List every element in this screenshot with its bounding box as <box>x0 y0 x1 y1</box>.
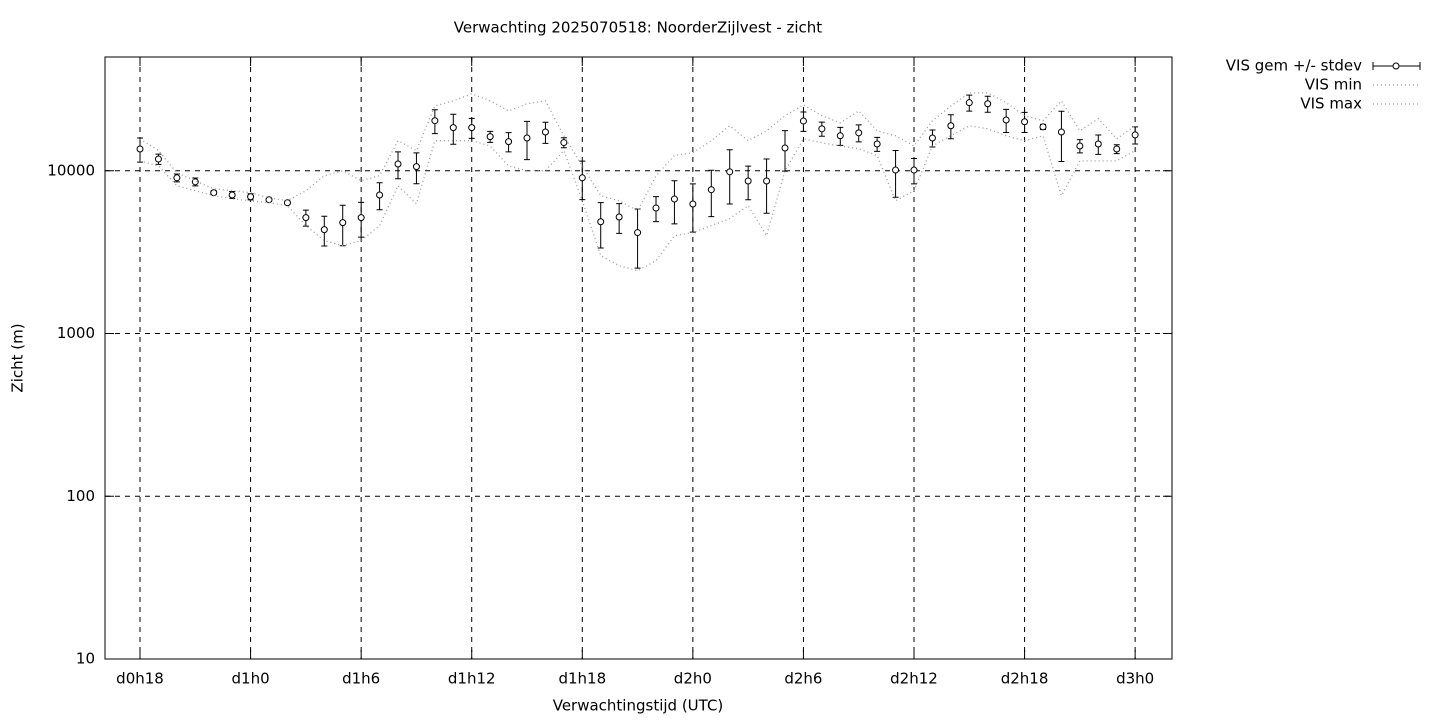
error-bar <box>726 149 733 205</box>
point <box>1076 142 1084 150</box>
point <box>357 214 365 222</box>
error-bar <box>689 183 696 233</box>
point <box>707 186 715 194</box>
point <box>652 204 660 212</box>
point <box>1113 145 1121 153</box>
point <box>763 177 771 185</box>
point <box>910 166 918 174</box>
point <box>1039 123 1047 131</box>
point <box>928 134 936 142</box>
point <box>781 144 789 152</box>
y-tick-label: 100 <box>66 487 95 505</box>
point <box>1057 128 1065 136</box>
x-tick-label: d2h0 <box>674 670 712 688</box>
point <box>1094 140 1102 148</box>
y-tick-label: 1000 <box>57 324 95 342</box>
point <box>394 160 402 168</box>
point <box>523 134 531 142</box>
point <box>191 178 199 186</box>
point <box>339 219 347 227</box>
point <box>412 163 420 171</box>
legend-label: VIS min <box>1305 76 1362 94</box>
y-tick-label: 10000 <box>47 161 95 179</box>
x-axis-label: Verwachtingstijd (UTC) <box>553 697 724 715</box>
x-tick-label: d2h12 <box>890 670 938 688</box>
x-tick-label: d1h0 <box>232 670 270 688</box>
point <box>799 117 807 125</box>
error-bar <box>763 158 770 214</box>
point <box>726 168 734 176</box>
point <box>136 145 144 153</box>
point <box>1131 131 1139 139</box>
x-tick-label: d0h18 <box>116 670 164 688</box>
point <box>873 140 881 148</box>
x-tick-label: d3h0 <box>1116 670 1154 688</box>
x-tick-label: d1h6 <box>342 670 380 688</box>
point <box>560 139 568 147</box>
point <box>1021 118 1029 126</box>
point <box>283 199 291 207</box>
y-axis-label: Zicht (m) <box>9 323 27 392</box>
point <box>818 125 826 133</box>
point <box>541 128 549 136</box>
y-tick-label: 10 <box>76 650 95 668</box>
x-tick-label: d1h12 <box>448 670 496 688</box>
point <box>486 133 494 141</box>
plot-frame <box>104 56 1173 660</box>
point <box>247 193 255 201</box>
x-tick-label: d2h6 <box>784 670 822 688</box>
point <box>302 214 310 222</box>
point <box>468 124 476 132</box>
point <box>449 124 457 132</box>
point <box>578 174 586 182</box>
point <box>505 138 513 146</box>
point <box>228 191 236 199</box>
point <box>689 200 697 208</box>
point <box>597 218 605 226</box>
point <box>670 195 678 203</box>
error-bar <box>597 202 604 249</box>
point <box>173 174 181 182</box>
point <box>984 100 992 108</box>
error-bar <box>1058 110 1065 162</box>
legend-swatch <box>1392 62 1400 70</box>
point <box>744 177 752 185</box>
point <box>1002 116 1010 124</box>
point <box>836 132 844 140</box>
point <box>615 213 623 221</box>
x-tick-label: d2h18 <box>1001 670 1049 688</box>
point <box>634 229 642 237</box>
point <box>320 226 328 234</box>
point <box>947 122 955 130</box>
legend-label: VIS max <box>1300 95 1362 113</box>
point <box>376 191 384 199</box>
point <box>855 129 863 137</box>
point <box>965 99 973 107</box>
error-bar <box>892 149 899 198</box>
chart-title: Verwachting 2025070518: NoorderZijlvest … <box>454 19 823 37</box>
error-bar <box>708 169 715 218</box>
legend-label: VIS gem +/- stdev <box>1226 57 1362 75</box>
point <box>892 166 900 174</box>
x-tick-label: d1h18 <box>558 670 606 688</box>
error-bar <box>634 208 641 269</box>
point <box>210 189 218 197</box>
point <box>154 155 162 163</box>
point <box>431 117 439 125</box>
